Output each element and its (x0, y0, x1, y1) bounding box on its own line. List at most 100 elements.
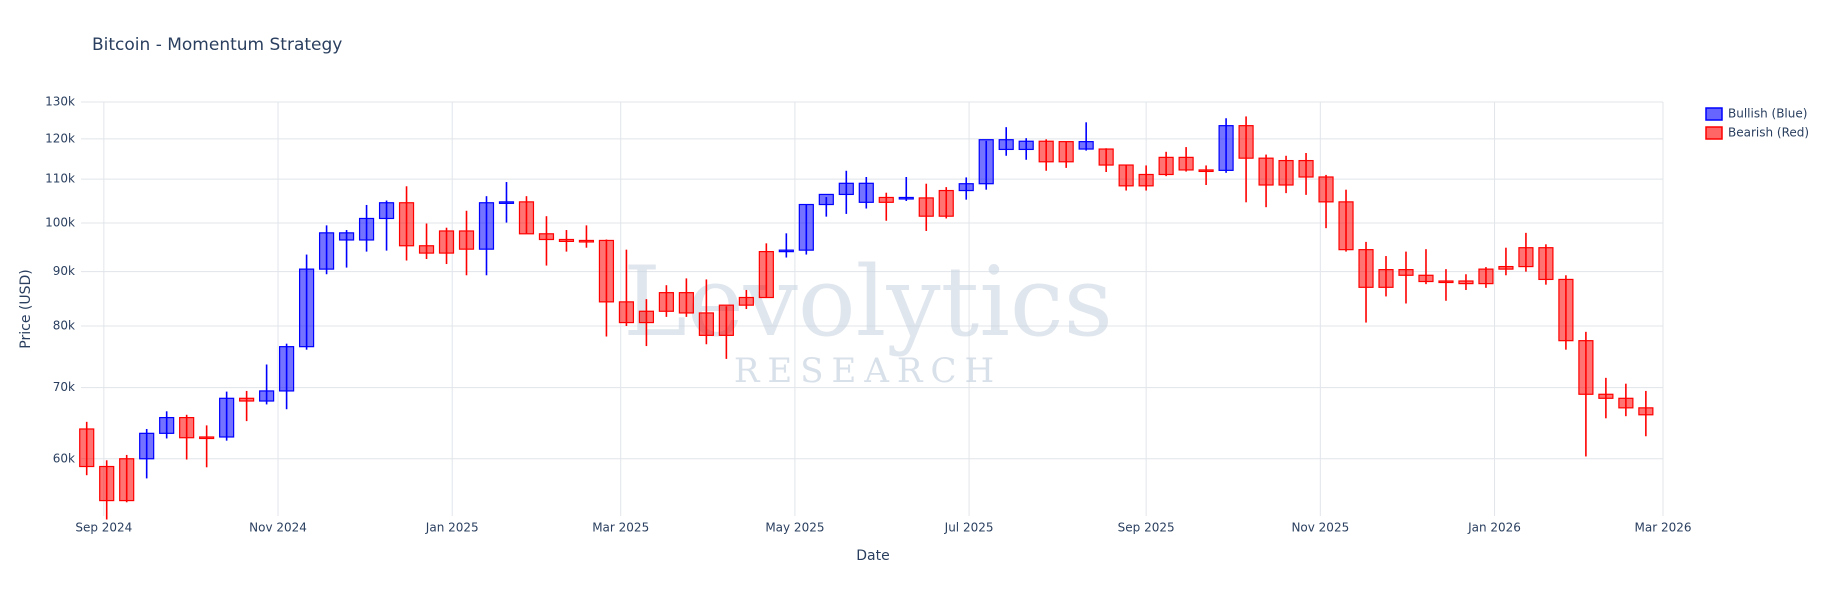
candle-body (358, 217, 375, 241)
candle-body (418, 245, 435, 254)
candle-body (518, 201, 535, 235)
candle-body (458, 230, 475, 250)
candle-body (1198, 169, 1214, 173)
candle-body (1238, 125, 1254, 159)
candle-body (1498, 265, 1514, 270)
candle-body (798, 203, 814, 251)
series (79, 116, 1654, 520)
candle-body (1338, 201, 1354, 251)
candle-body (179, 416, 195, 439)
grid (81, 101, 1664, 516)
candle-body (1138, 173, 1154, 187)
candle-body (259, 390, 275, 402)
candle-body (958, 183, 974, 192)
candle-body (538, 233, 555, 241)
candle-body (918, 197, 934, 217)
candle-body (119, 458, 135, 502)
y-tick-label: 60k (53, 451, 75, 465)
candle-body (778, 249, 794, 253)
x-axis-label: Date (856, 548, 889, 564)
x-tick-label: Jan 2026 (1467, 521, 1521, 535)
candle-body (79, 428, 95, 468)
x-tick-label: May 2025 (765, 521, 824, 535)
candle-body (1358, 249, 1374, 288)
candle-body (838, 182, 854, 196)
candle-body (1298, 159, 1314, 178)
y-tick-label: 110k (45, 172, 75, 186)
candle-body (1118, 164, 1134, 187)
candle-body (758, 251, 774, 299)
series (139, 118, 1234, 479)
candle-body (1278, 159, 1294, 186)
candle-body (818, 193, 834, 206)
legend-label: Bearish (Red) (1728, 126, 1809, 140)
candle-body (598, 239, 615, 303)
candle-body (698, 312, 714, 336)
candle-body (578, 239, 595, 243)
candle-body (1598, 393, 1614, 399)
candle-body (199, 436, 215, 440)
x-tick-label: Mar 2026 (1635, 521, 1692, 535)
candle-body (1178, 156, 1194, 171)
candle-body (1578, 340, 1594, 395)
candle-body (558, 238, 575, 243)
legend-swatch (1705, 126, 1723, 140)
x-tick-label: Nov 2025 (1291, 521, 1349, 535)
candle-body (1638, 407, 1654, 416)
candle-body (738, 296, 754, 306)
candle-body (438, 230, 455, 254)
candle-body (219, 397, 235, 438)
candle-body (718, 304, 734, 336)
watermark: Levolytics (623, 246, 1113, 358)
candle-body (378, 202, 395, 220)
candle-body (1438, 280, 1454, 284)
candle-body (1038, 140, 1054, 163)
candle-body (498, 201, 515, 204)
candle-body (1058, 141, 1074, 163)
candle-body (338, 232, 355, 241)
candle-body (1158, 156, 1174, 176)
candle-body (1218, 125, 1234, 171)
candle-body (139, 432, 155, 460)
y-tick-label: 120k (45, 131, 75, 145)
candle-body (998, 139, 1014, 151)
candle-body (1418, 274, 1434, 283)
y-tick-label: 70k (53, 380, 75, 394)
candle-body (858, 182, 874, 203)
candle-body (618, 301, 635, 324)
legend-label: Bullish (Blue) (1728, 107, 1807, 121)
chart-title: Bitcoin - Momentum Strategy (92, 35, 342, 55)
y-tick-label: 130k (45, 95, 75, 109)
candle-body (1318, 176, 1334, 203)
candle-body (159, 416, 175, 434)
candle-body (1378, 269, 1394, 288)
candle-body (239, 397, 255, 402)
candle-body (878, 196, 894, 203)
candle-body (1078, 141, 1094, 150)
candle-body (1018, 140, 1034, 151)
y-tick-label: 80k (53, 319, 75, 333)
candle-body (478, 202, 495, 250)
candle-body (1558, 278, 1574, 342)
candle-body (678, 292, 694, 314)
candle-body (978, 139, 994, 185)
candle-body (1258, 157, 1274, 186)
candle-body (658, 292, 674, 312)
candle-body (298, 268, 315, 348)
legend-swatch (1705, 107, 1723, 121)
candle-body (1478, 268, 1494, 285)
x-tick-label: Mar 2025 (592, 521, 649, 535)
candle-body (99, 465, 115, 502)
y-tick-label: 90k (53, 264, 75, 278)
x-tick-label: Jul 2025 (944, 521, 994, 535)
y-tick-label: 100k (45, 216, 75, 230)
candle-body (279, 346, 295, 392)
candle-body (1618, 397, 1634, 409)
candle-body (1538, 247, 1554, 281)
candle-body (1518, 247, 1534, 268)
candle-body (1458, 280, 1474, 285)
candle-body (398, 202, 415, 247)
candle-body (638, 310, 655, 324)
